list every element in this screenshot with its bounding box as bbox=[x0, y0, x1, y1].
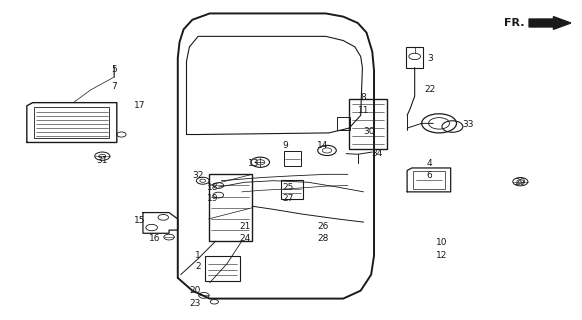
Text: 13: 13 bbox=[247, 159, 259, 168]
Text: 22: 22 bbox=[425, 85, 436, 94]
Bar bbox=[349, 100, 387, 149]
Text: 31: 31 bbox=[97, 156, 108, 164]
Text: 26: 26 bbox=[317, 222, 329, 231]
Text: 20: 20 bbox=[190, 286, 201, 295]
Text: 10: 10 bbox=[436, 238, 448, 247]
Text: 5: 5 bbox=[111, 65, 117, 74]
Text: 7: 7 bbox=[111, 82, 117, 91]
Text: 28: 28 bbox=[317, 234, 329, 243]
Text: FR.: FR. bbox=[504, 18, 524, 28]
Text: 17: 17 bbox=[134, 101, 146, 110]
Text: 4: 4 bbox=[427, 159, 432, 168]
Bar bbox=[208, 174, 252, 241]
Text: 1: 1 bbox=[195, 251, 201, 260]
Text: 30: 30 bbox=[364, 127, 375, 136]
Bar bbox=[34, 108, 109, 138]
Text: 15: 15 bbox=[134, 216, 146, 225]
Bar bbox=[406, 47, 423, 68]
Text: 27: 27 bbox=[282, 194, 294, 204]
Text: 9: 9 bbox=[282, 141, 288, 150]
Text: 12: 12 bbox=[436, 251, 448, 260]
Text: 16: 16 bbox=[149, 234, 160, 243]
Bar bbox=[338, 117, 350, 130]
FancyArrow shape bbox=[529, 17, 571, 29]
Text: 2: 2 bbox=[196, 262, 201, 271]
Text: 32: 32 bbox=[193, 172, 204, 180]
Bar bbox=[281, 180, 303, 199]
Text: 8: 8 bbox=[361, 93, 367, 102]
Text: 19: 19 bbox=[207, 194, 218, 203]
Text: 33: 33 bbox=[462, 120, 474, 130]
Text: 3: 3 bbox=[427, 53, 433, 62]
Text: 23: 23 bbox=[190, 299, 201, 308]
Text: 34: 34 bbox=[371, 149, 382, 158]
Bar bbox=[205, 256, 240, 281]
Bar bbox=[413, 171, 445, 189]
Text: 14: 14 bbox=[317, 141, 329, 150]
Text: 21: 21 bbox=[239, 222, 250, 231]
Text: 24: 24 bbox=[239, 234, 250, 243]
Text: 11: 11 bbox=[358, 106, 370, 115]
Text: 29: 29 bbox=[514, 178, 526, 187]
Text: 6: 6 bbox=[426, 172, 432, 180]
Text: 18: 18 bbox=[207, 183, 218, 192]
Text: 25: 25 bbox=[282, 183, 294, 192]
Bar bbox=[284, 151, 301, 166]
